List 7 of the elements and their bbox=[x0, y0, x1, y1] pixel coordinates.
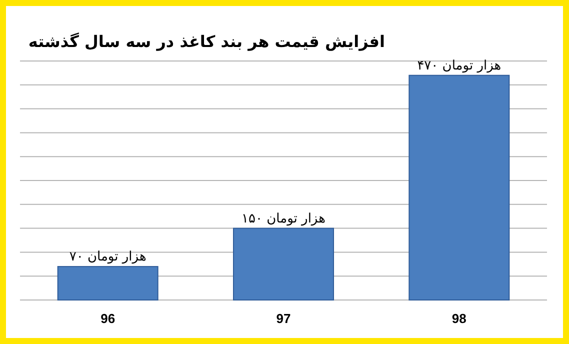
x-tick-label: 97 bbox=[276, 311, 291, 326]
data-label: ۷۰ هزار تومان bbox=[69, 250, 146, 265]
chart-title: افزایش قیمت هر بند کاغذ در سه سال گذشته bbox=[28, 32, 385, 51]
x-tick-label: 98 bbox=[452, 311, 466, 326]
x-tick-label: 96 bbox=[100, 311, 116, 326]
data-label: ۴۷۰ هزار تومان bbox=[417, 58, 502, 74]
data-label: ۱۵۰ هزار تومان bbox=[242, 211, 326, 226]
